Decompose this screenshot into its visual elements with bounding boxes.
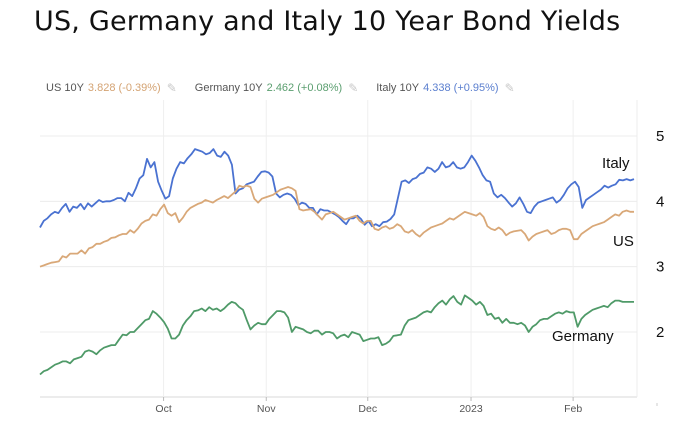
legend-change: (-0.39%) (118, 82, 161, 94)
y-tick-label: 3 (656, 259, 664, 276)
legend-item-germany[interactable]: Germany 10Y 2.462 (+0.08%) ✎ (195, 81, 358, 95)
x-tick-label: Oct (155, 403, 171, 415)
y-tick-label: 4 (656, 193, 664, 210)
legend-name: Italy 10Y (376, 82, 420, 94)
series-line-italy (39, 148, 635, 228)
x-tick-label: Nov (257, 403, 276, 415)
annotation-italy: Italy (602, 155, 630, 172)
pencil-icon[interactable]: ✎ (166, 81, 177, 95)
annotation-us: US (613, 233, 634, 250)
legend-name: Germany 10Y (194, 82, 263, 94)
chart-title: US, Germany and Italy 10 Year Bond Yield… (34, 6, 621, 37)
legend-item-italy[interactable]: Italy 10Y 4.338 (+0.95%) ✎ (376, 81, 514, 95)
series-lines (39, 148, 635, 376)
x-axis-ticks: Oct Nov Dec 2023 Feb (155, 403, 582, 415)
x-tick-label: 2023 (459, 403, 483, 415)
x-tick-label: Dec (358, 403, 377, 415)
legend: US 10Y 3.828 (-0.39%) ✎ Germany 10Y 2.46… (46, 81, 533, 95)
legend-value: 4.338 (423, 82, 451, 94)
x-tick-label: Feb (564, 403, 582, 415)
pencil-icon[interactable]: ✎ (504, 81, 515, 95)
legend-value: 2.462 (266, 82, 295, 94)
legend-value: 3.828 (87, 82, 116, 94)
legend-item-us[interactable]: US 10Y 3.828 (-0.39%) ✎ (46, 81, 177, 95)
legend-change: (+0.08%) (297, 82, 343, 94)
y-tick-label: 2 (656, 324, 664, 341)
legend-name: US 10Y (46, 82, 84, 94)
series-annotations: Italy US Germany (552, 155, 634, 345)
annotation-germany: Germany (552, 328, 614, 345)
y-tick-label: 5 (656, 128, 664, 145)
grid-lines (40, 100, 658, 406)
series-line-us (39, 184, 634, 268)
y-axis-ticks: 5 4 3 2 (656, 128, 664, 341)
legend-change: (+0.95%) (453, 82, 499, 94)
series-line-germany (39, 294, 634, 376)
pencil-icon[interactable]: ✎ (348, 81, 359, 95)
